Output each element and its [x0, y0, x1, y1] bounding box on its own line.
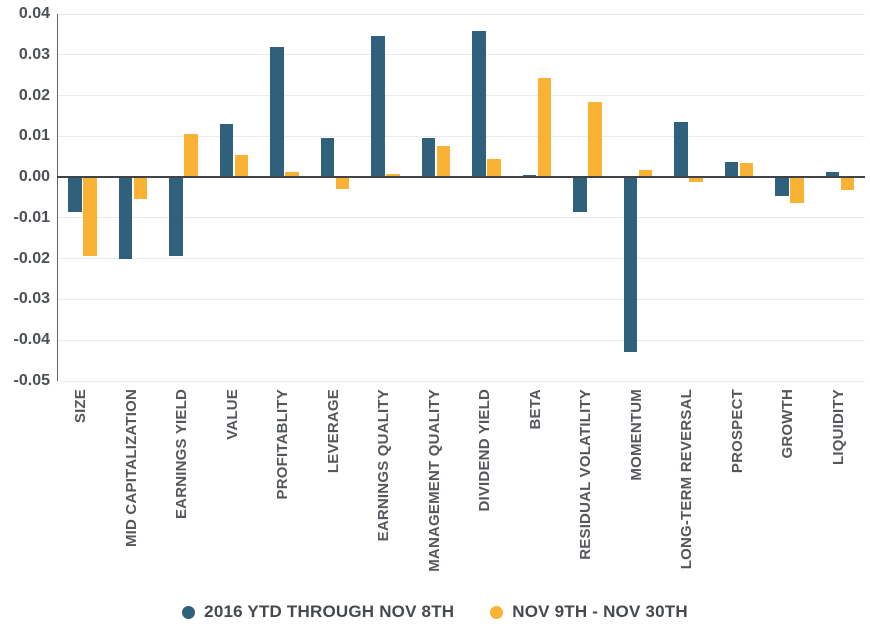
x-label-mid-capitalization: MID CAPITALIZATION [122, 389, 140, 548]
x-label-size: SIZE [72, 389, 90, 424]
x-label-value: VALUE [223, 389, 241, 440]
gridline--0.02 [57, 258, 865, 260]
legend-item-ytd: 2016 YTD THROUGH NOV 8TH [182, 602, 454, 622]
bar-s0-dividend-yield [472, 30, 486, 178]
gridline--0.03 [57, 298, 865, 300]
x-label-profitablity: PROFITABLITY [274, 389, 292, 500]
bar-s1-prospect [739, 162, 753, 178]
bar-s1-earnings-quality [386, 173, 400, 178]
bar-s1-long-term-reversal [689, 177, 703, 182]
y-tick-label-0.02: 0.02 [18, 86, 50, 104]
zero-axis-line [57, 176, 865, 179]
y-tick-label--0.05: -0.05 [13, 372, 50, 389]
bar-s0-value [219, 123, 233, 178]
y-tick-label-0.04: 0.04 [18, 5, 50, 22]
x-label-long-term-reversal: LONG-TERM REVERSAL [678, 389, 696, 570]
gridline-0.01 [57, 135, 865, 137]
y-tick-label--0.02: -0.02 [13, 249, 50, 267]
x-label-prospect: PROSPECT [728, 389, 746, 474]
bar-s1-liquidity [840, 177, 854, 190]
bar-s1-beta [537, 77, 551, 178]
y-tick-label--0.01: -0.01 [13, 208, 50, 226]
y-tick-label-0.00: 0.00 [18, 168, 50, 186]
gridline--0.05 [57, 380, 865, 382]
y-tick-label-0.03: 0.03 [18, 45, 50, 63]
bar-s0-earnings-yield [169, 177, 183, 256]
bar-s0-profitablity [270, 46, 284, 178]
bar-s0-beta [522, 174, 536, 178]
gridline-0.03 [57, 54, 865, 56]
plot-area [57, 13, 865, 382]
bar-s0-management-quality [421, 138, 435, 178]
gridline--0.04 [57, 339, 865, 341]
x-label-liquidity: LIQUIDITY [829, 389, 847, 465]
x-label-earnings-yield: EARNINGS YIELD [173, 389, 191, 520]
bar-s0-mid-capitalization [118, 177, 132, 259]
bar-s1-size [83, 177, 97, 256]
bar-s1-growth [790, 177, 804, 204]
x-label-momentum: MOMENTUM [627, 389, 645, 481]
x-label-earnings-quality: EARNINGS QUALITY [375, 389, 393, 542]
y-tick-label-0.01: 0.01 [18, 127, 50, 145]
bar-s0-residual-volatility [573, 177, 587, 212]
bar-s0-growth [775, 177, 789, 196]
y-tick-label--0.04: -0.04 [13, 331, 50, 349]
bar-s1-momentum [638, 170, 652, 178]
bar-s1-leverage [335, 177, 349, 189]
bar-s0-momentum [623, 177, 637, 352]
gridline-0.04 [57, 13, 865, 15]
y-axis-line [57, 14, 58, 381]
x-label-management-quality: MANAGEMENT QUALITY [425, 389, 443, 572]
bar-s1-profitablity [285, 172, 299, 178]
x-label-residual-volatility: RESIDUAL VOLATILITY [577, 389, 595, 560]
bar-s0-leverage [320, 138, 334, 178]
bar-s1-mid-capitalization [133, 177, 147, 200]
bar-s1-dividend-yield [487, 159, 501, 178]
x-label-dividend-yield: DIVIDEND YIELD [476, 389, 494, 512]
legend: 2016 YTD THROUGH NOV 8TH NOV 9TH - NOV 3… [0, 602, 870, 622]
y-tick-label--0.03: -0.03 [13, 290, 50, 308]
bar-s0-earnings-quality [371, 36, 385, 178]
bar-s0-liquidity [825, 171, 839, 178]
bar-s1-residual-volatility [588, 102, 602, 178]
legend-dot-nov-icon [490, 605, 504, 619]
bar-s0-prospect [724, 162, 738, 178]
gridline-0.02 [57, 95, 865, 97]
bar-s1-management-quality [436, 145, 450, 178]
bar-s1-earnings-yield [184, 134, 198, 178]
legend-dot-ytd-icon [182, 605, 196, 619]
bar-s0-long-term-reversal [674, 122, 688, 178]
x-label-leverage: LEVERAGE [324, 389, 342, 474]
legend-label-nov: NOV 9TH - NOV 30TH [512, 602, 688, 621]
bar-s0-size [68, 177, 82, 212]
legend-label-ytd: 2016 YTD THROUGH NOV 8TH [204, 602, 455, 621]
x-label-beta: BETA [526, 389, 544, 430]
legend-item-nov: NOV 9TH - NOV 30TH [490, 602, 688, 622]
gridline--0.01 [57, 217, 865, 219]
bar-s1-value [234, 155, 248, 178]
x-label-growth: GROWTH [779, 389, 797, 459]
